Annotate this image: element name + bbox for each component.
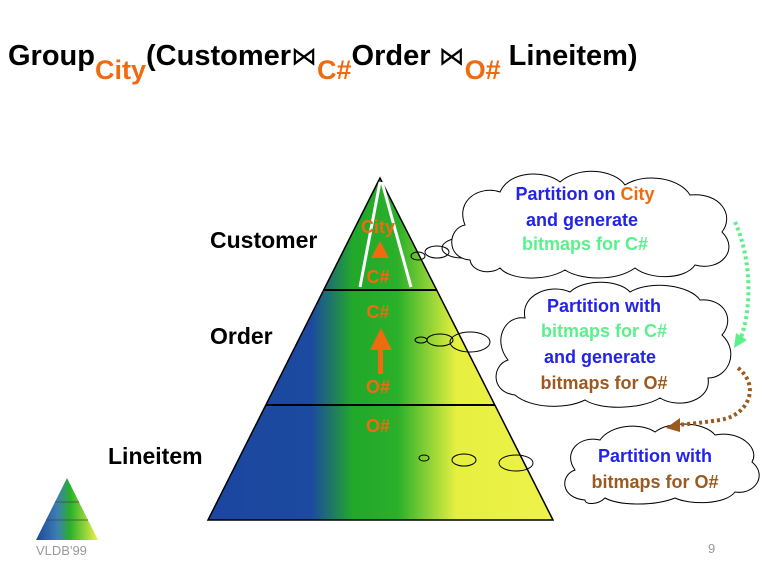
arrow-shaft xyxy=(378,349,383,374)
footer-conference: VLDB'99 xyxy=(36,543,87,558)
title-customer: (Customer xyxy=(146,40,292,72)
cloud xyxy=(564,423,760,505)
arrow-up-icon xyxy=(370,328,392,350)
mark-o: O# xyxy=(366,377,390,397)
title-join1-subscript: C# xyxy=(317,55,352,85)
dotted-arrow-green xyxy=(733,221,751,341)
cloud3-line1: Partition with xyxy=(598,446,712,466)
cloud2-line1: Partition with xyxy=(547,296,661,316)
title-lineitem: Lineitem) xyxy=(500,40,638,72)
page-number: 9 xyxy=(708,541,716,556)
join-icon: ⋈ xyxy=(291,41,318,71)
cloud3-line2: bitmaps for O# xyxy=(591,472,718,492)
arrowhead-icon xyxy=(734,333,747,348)
level-label-customer: Customer xyxy=(210,227,318,253)
partition-line xyxy=(380,181,413,288)
cloud xyxy=(451,170,730,279)
mark-c: C# xyxy=(366,302,389,322)
level-label-lineitem: Lineitem xyxy=(108,443,203,469)
mark-c: C# xyxy=(366,267,389,287)
cloud1-line2: and generate xyxy=(526,210,638,230)
vldb-logo-icon xyxy=(36,478,98,540)
title-join2-subscript: O# xyxy=(464,55,501,85)
title-order: Order xyxy=(351,40,439,72)
title-group: Group xyxy=(8,40,95,72)
cloud1-line3: bitmaps for C# xyxy=(522,234,648,254)
cloud1-line1: Partition on City xyxy=(515,184,654,204)
mark-city: City xyxy=(361,217,395,237)
title-group-subscript: City xyxy=(95,55,147,85)
cloud xyxy=(495,281,732,408)
slide-title: GroupCity(Customer⋈C#Order ⋈O# Lineitem) xyxy=(8,40,638,85)
dotted-arrow-brown xyxy=(677,366,752,427)
partition-line xyxy=(358,181,382,288)
mark-o: O# xyxy=(366,416,390,436)
join-icon: ⋈ xyxy=(438,41,465,71)
cloud2-line3: and generate xyxy=(544,347,656,367)
arrowhead-icon xyxy=(666,418,680,432)
level-label-order: Order xyxy=(210,323,273,349)
cloud2-line2: bitmaps for C# xyxy=(541,321,667,341)
arrow-up-icon xyxy=(371,241,389,258)
cloud2-line4: bitmaps for O# xyxy=(540,373,667,393)
